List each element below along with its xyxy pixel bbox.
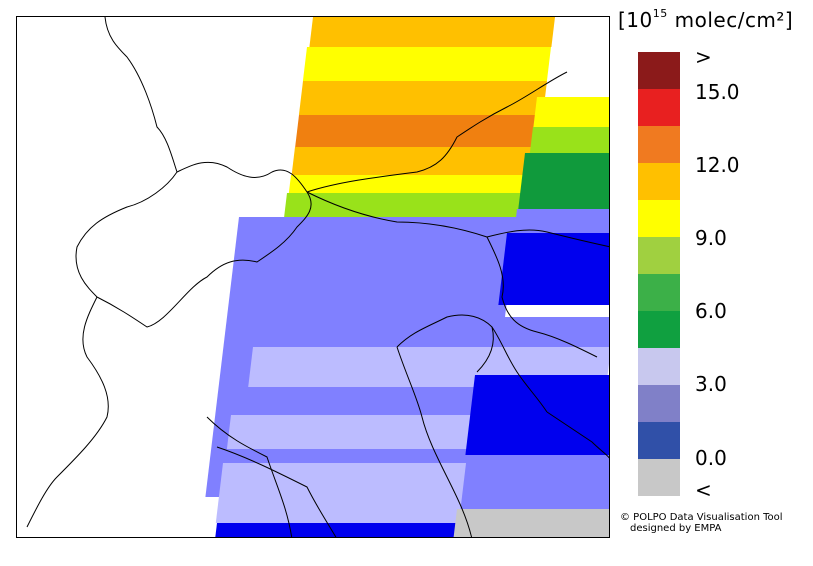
legend-swatch bbox=[638, 126, 680, 163]
legend-tick-3: 3.0 bbox=[695, 372, 727, 396]
coast-dalmatia bbox=[546, 411, 609, 459]
swath-stripe bbox=[489, 317, 609, 347]
map-panel bbox=[16, 16, 610, 538]
swath-stripe bbox=[295, 115, 537, 147]
legend-swatch bbox=[638, 311, 680, 348]
border-switzerland-north bbox=[176, 161, 308, 193]
swath-stripe bbox=[215, 523, 457, 537]
border-france-switzerland bbox=[75, 17, 178, 298]
legend-swatch bbox=[638, 163, 680, 200]
border-austria bbox=[306, 71, 568, 193]
map-canvas bbox=[26, 17, 609, 537]
legend-swatch bbox=[638, 348, 680, 385]
swath-stripe bbox=[215, 463, 467, 523]
unit-label: [1015 molec/cm²] bbox=[618, 7, 794, 32]
border-switzerland-south bbox=[96, 191, 312, 328]
italy-apennines bbox=[216, 446, 337, 537]
satellite-swath bbox=[205, 17, 609, 537]
legend-tick-6: 6.0 bbox=[695, 299, 727, 323]
swath-stripe bbox=[498, 233, 609, 305]
legend-swatch bbox=[638, 52, 680, 89]
legend-swatch bbox=[638, 422, 680, 459]
italy-west-coast bbox=[206, 416, 293, 537]
swath-stripe bbox=[465, 375, 609, 455]
credit-line-2: designed by EMPA bbox=[630, 523, 722, 534]
coast-adriatic-west bbox=[396, 346, 473, 537]
swath-stripe bbox=[529, 127, 609, 157]
swath-stripe bbox=[533, 97, 609, 127]
border-slovenia bbox=[486, 236, 598, 358]
legend-swatch bbox=[638, 237, 680, 274]
coast-venice bbox=[396, 314, 494, 373]
legend-swatch bbox=[638, 89, 680, 126]
border-italy-france bbox=[26, 296, 109, 528]
legend-above-label: > bbox=[695, 45, 712, 69]
legend-tick-12: 12.0 bbox=[695, 153, 740, 177]
credit-line-1: © POLPO Data Visualisation Tool bbox=[620, 512, 783, 523]
legend-swatch bbox=[638, 200, 680, 237]
legend-below-label: < bbox=[695, 478, 712, 502]
legend-swatch bbox=[638, 459, 680, 496]
legend-swatch bbox=[638, 385, 680, 422]
swath-stripe bbox=[460, 455, 609, 509]
credit-text: © POLPO Data Visualisation Tool designed… bbox=[620, 512, 783, 534]
swath-stripe bbox=[298, 81, 547, 115]
legend-tick-15: 15.0 bbox=[695, 80, 740, 104]
legend-tick-0: 0.0 bbox=[695, 446, 727, 470]
swath-stripe bbox=[284, 193, 525, 217]
swath-stripe bbox=[288, 175, 529, 193]
color-legend bbox=[638, 52, 680, 496]
legend-tick-9: 9.0 bbox=[695, 226, 727, 250]
coast-istria bbox=[491, 326, 548, 413]
legend-swatch bbox=[638, 274, 680, 311]
swath-stripe bbox=[291, 147, 533, 175]
swath-stripe bbox=[453, 509, 609, 537]
border-austria-south bbox=[306, 191, 609, 248]
swath-stripe bbox=[309, 17, 555, 47]
swath-stripe bbox=[517, 153, 609, 213]
country-borders bbox=[26, 17, 609, 537]
swath-stripe bbox=[302, 47, 551, 81]
